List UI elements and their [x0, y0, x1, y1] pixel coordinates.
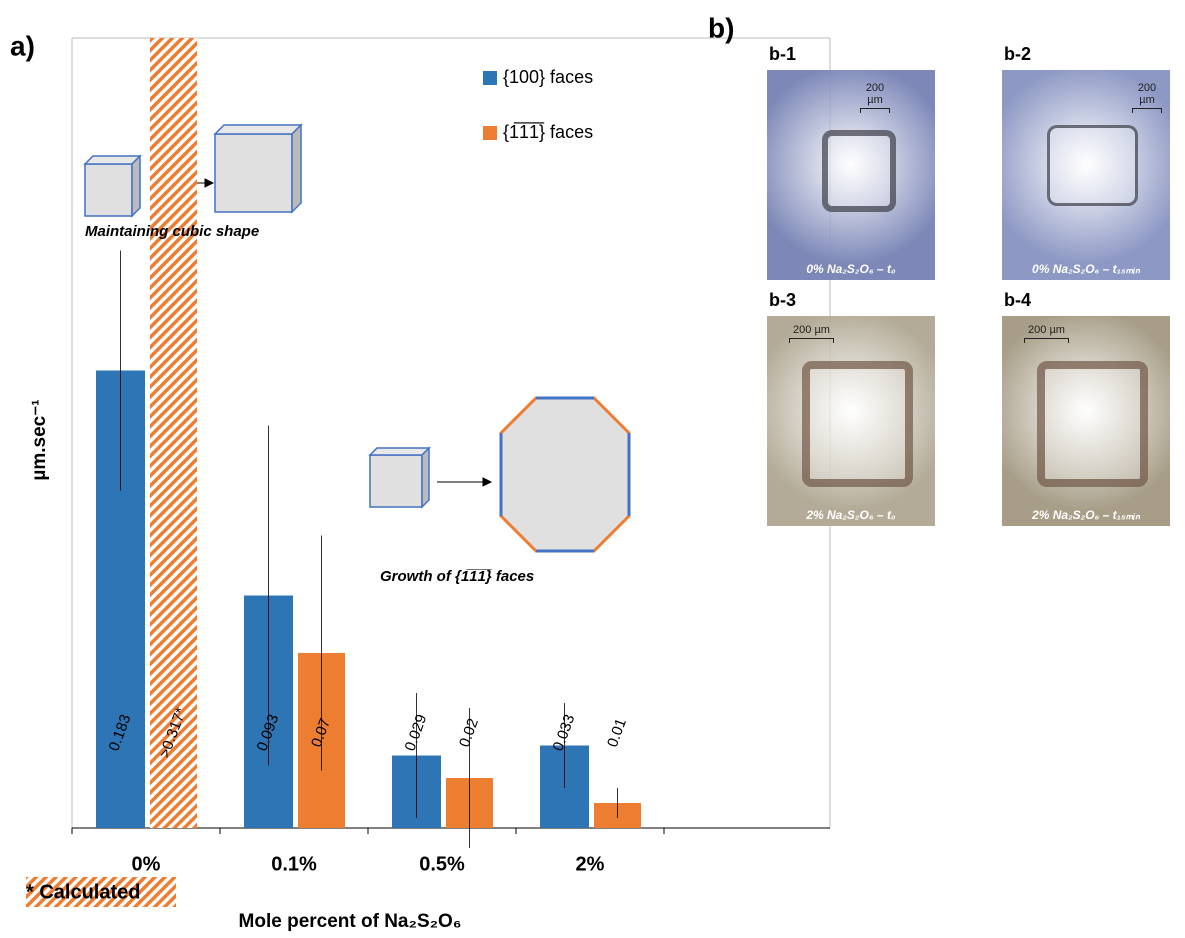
scale-label: 200 µm: [1028, 324, 1065, 336]
scale-label: 200 µm: [1137, 82, 1157, 106]
x-tick-label: 2%: [576, 853, 605, 875]
scale-line: [1024, 338, 1069, 343]
scale-line: [860, 108, 890, 113]
photo: 200 µm 0% Na₂S₂O₆ – t₀: [767, 70, 935, 280]
legend-swatch: [483, 71, 497, 85]
x-tick-label: 0.5%: [419, 853, 465, 875]
photo: 200 µm 2% Na₂S₂O₆ – t₁₅ₘᵢₙ: [1002, 316, 1170, 526]
value-label: 0.02: [456, 716, 482, 749]
plot-area: [96, 38, 641, 828]
crystal: [1037, 361, 1148, 487]
panel-label: a): [10, 30, 35, 61]
panel-label: b): [708, 12, 734, 43]
scale-bar: 200 µm: [860, 82, 890, 113]
value-label: 0.01: [604, 716, 630, 749]
photo-label: b-2: [1004, 44, 1031, 64]
crystal: [1047, 125, 1138, 206]
photo: 200 µm 0% Na₂S₂O₆ – t₁₅ₘᵢₙ: [1002, 70, 1170, 280]
note-swatch: [26, 877, 176, 907]
scale-line: [789, 338, 834, 343]
annotation: Growth of {1̅1̅1̅} faces: [380, 568, 534, 585]
crystal: [822, 130, 896, 212]
photo: 200 µm 2% Na₂S₂O₆ – t₀: [767, 316, 935, 526]
scale-label: 200 µm: [865, 82, 885, 106]
value-label: 0.029: [402, 712, 431, 753]
y-axis-label: µm.sec⁻¹: [29, 399, 50, 480]
photo-caption: 2% Na₂S₂O₆ – t₀: [806, 508, 896, 522]
scale-label: 200 µm: [793, 324, 830, 336]
note: * Calculated: [26, 881, 140, 903]
scale-bar: 200 µm: [789, 324, 834, 343]
scale-bar: 200 µm: [1024, 324, 1069, 343]
photo-label: b-1: [769, 44, 796, 64]
scale-bar: 200 µm: [1132, 82, 1162, 113]
x-tick-label: 0.1%: [271, 853, 317, 875]
crystal: [802, 361, 913, 487]
photo-caption: 0% Na₂S₂O₆ – t₀: [806, 262, 896, 276]
photo-label: b-3: [769, 290, 796, 310]
annotation: Maintaining cubic shape: [85, 223, 259, 240]
scale-line: [1132, 108, 1162, 113]
cube-diagram: [83, 123, 631, 553]
photo-label: b-4: [1004, 290, 1031, 310]
x-tick-label: 0%: [132, 853, 161, 875]
x-axis-label: Mole percent of Na₂S₂O₆: [239, 911, 462, 932]
legend-label: {1̅1̅1̅} faces: [503, 122, 593, 142]
legend-label: {100} faces: [503, 67, 593, 87]
bar: [150, 38, 197, 828]
photo-caption: 2% Na₂S₂O₆ – t₁₅ₘᵢₙ: [1032, 508, 1140, 522]
legend-swatch: [483, 126, 497, 140]
photo-caption: 0% Na₂S₂O₆ – t₁₅ₘᵢₙ: [1032, 262, 1140, 276]
